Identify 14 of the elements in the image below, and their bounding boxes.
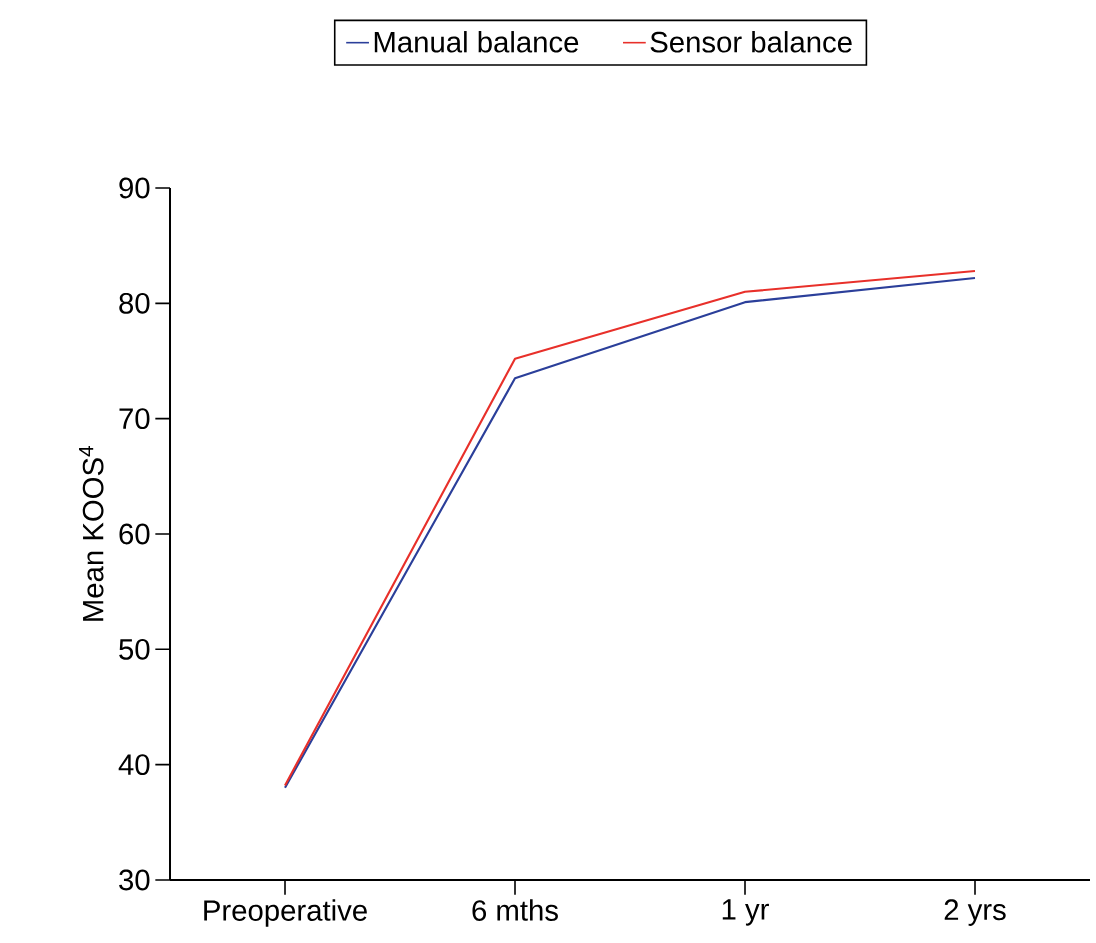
x-tick-label: Preoperative xyxy=(204,899,367,927)
y-tick-label: 40 xyxy=(118,754,150,776)
legend-label: Manual balance xyxy=(374,31,579,53)
y-tick-label: 30 xyxy=(119,869,150,891)
y-tick-label: 60 xyxy=(119,523,150,545)
x-tick-label: 2 yrs xyxy=(944,899,1006,927)
y-axis-title: Mean KOOS$^{4}$ xyxy=(79,446,104,621)
y-tick-label: 80 xyxy=(119,293,150,314)
x-tick-label: 6 mths xyxy=(472,899,558,922)
y-tick-label: 90 xyxy=(119,177,150,199)
y-tick-label: 50 xyxy=(119,639,150,660)
legend-label: Sensor balance xyxy=(650,31,852,53)
x-tick-label: 1 yr xyxy=(722,899,769,926)
y-tick-label: 70 xyxy=(119,408,150,430)
